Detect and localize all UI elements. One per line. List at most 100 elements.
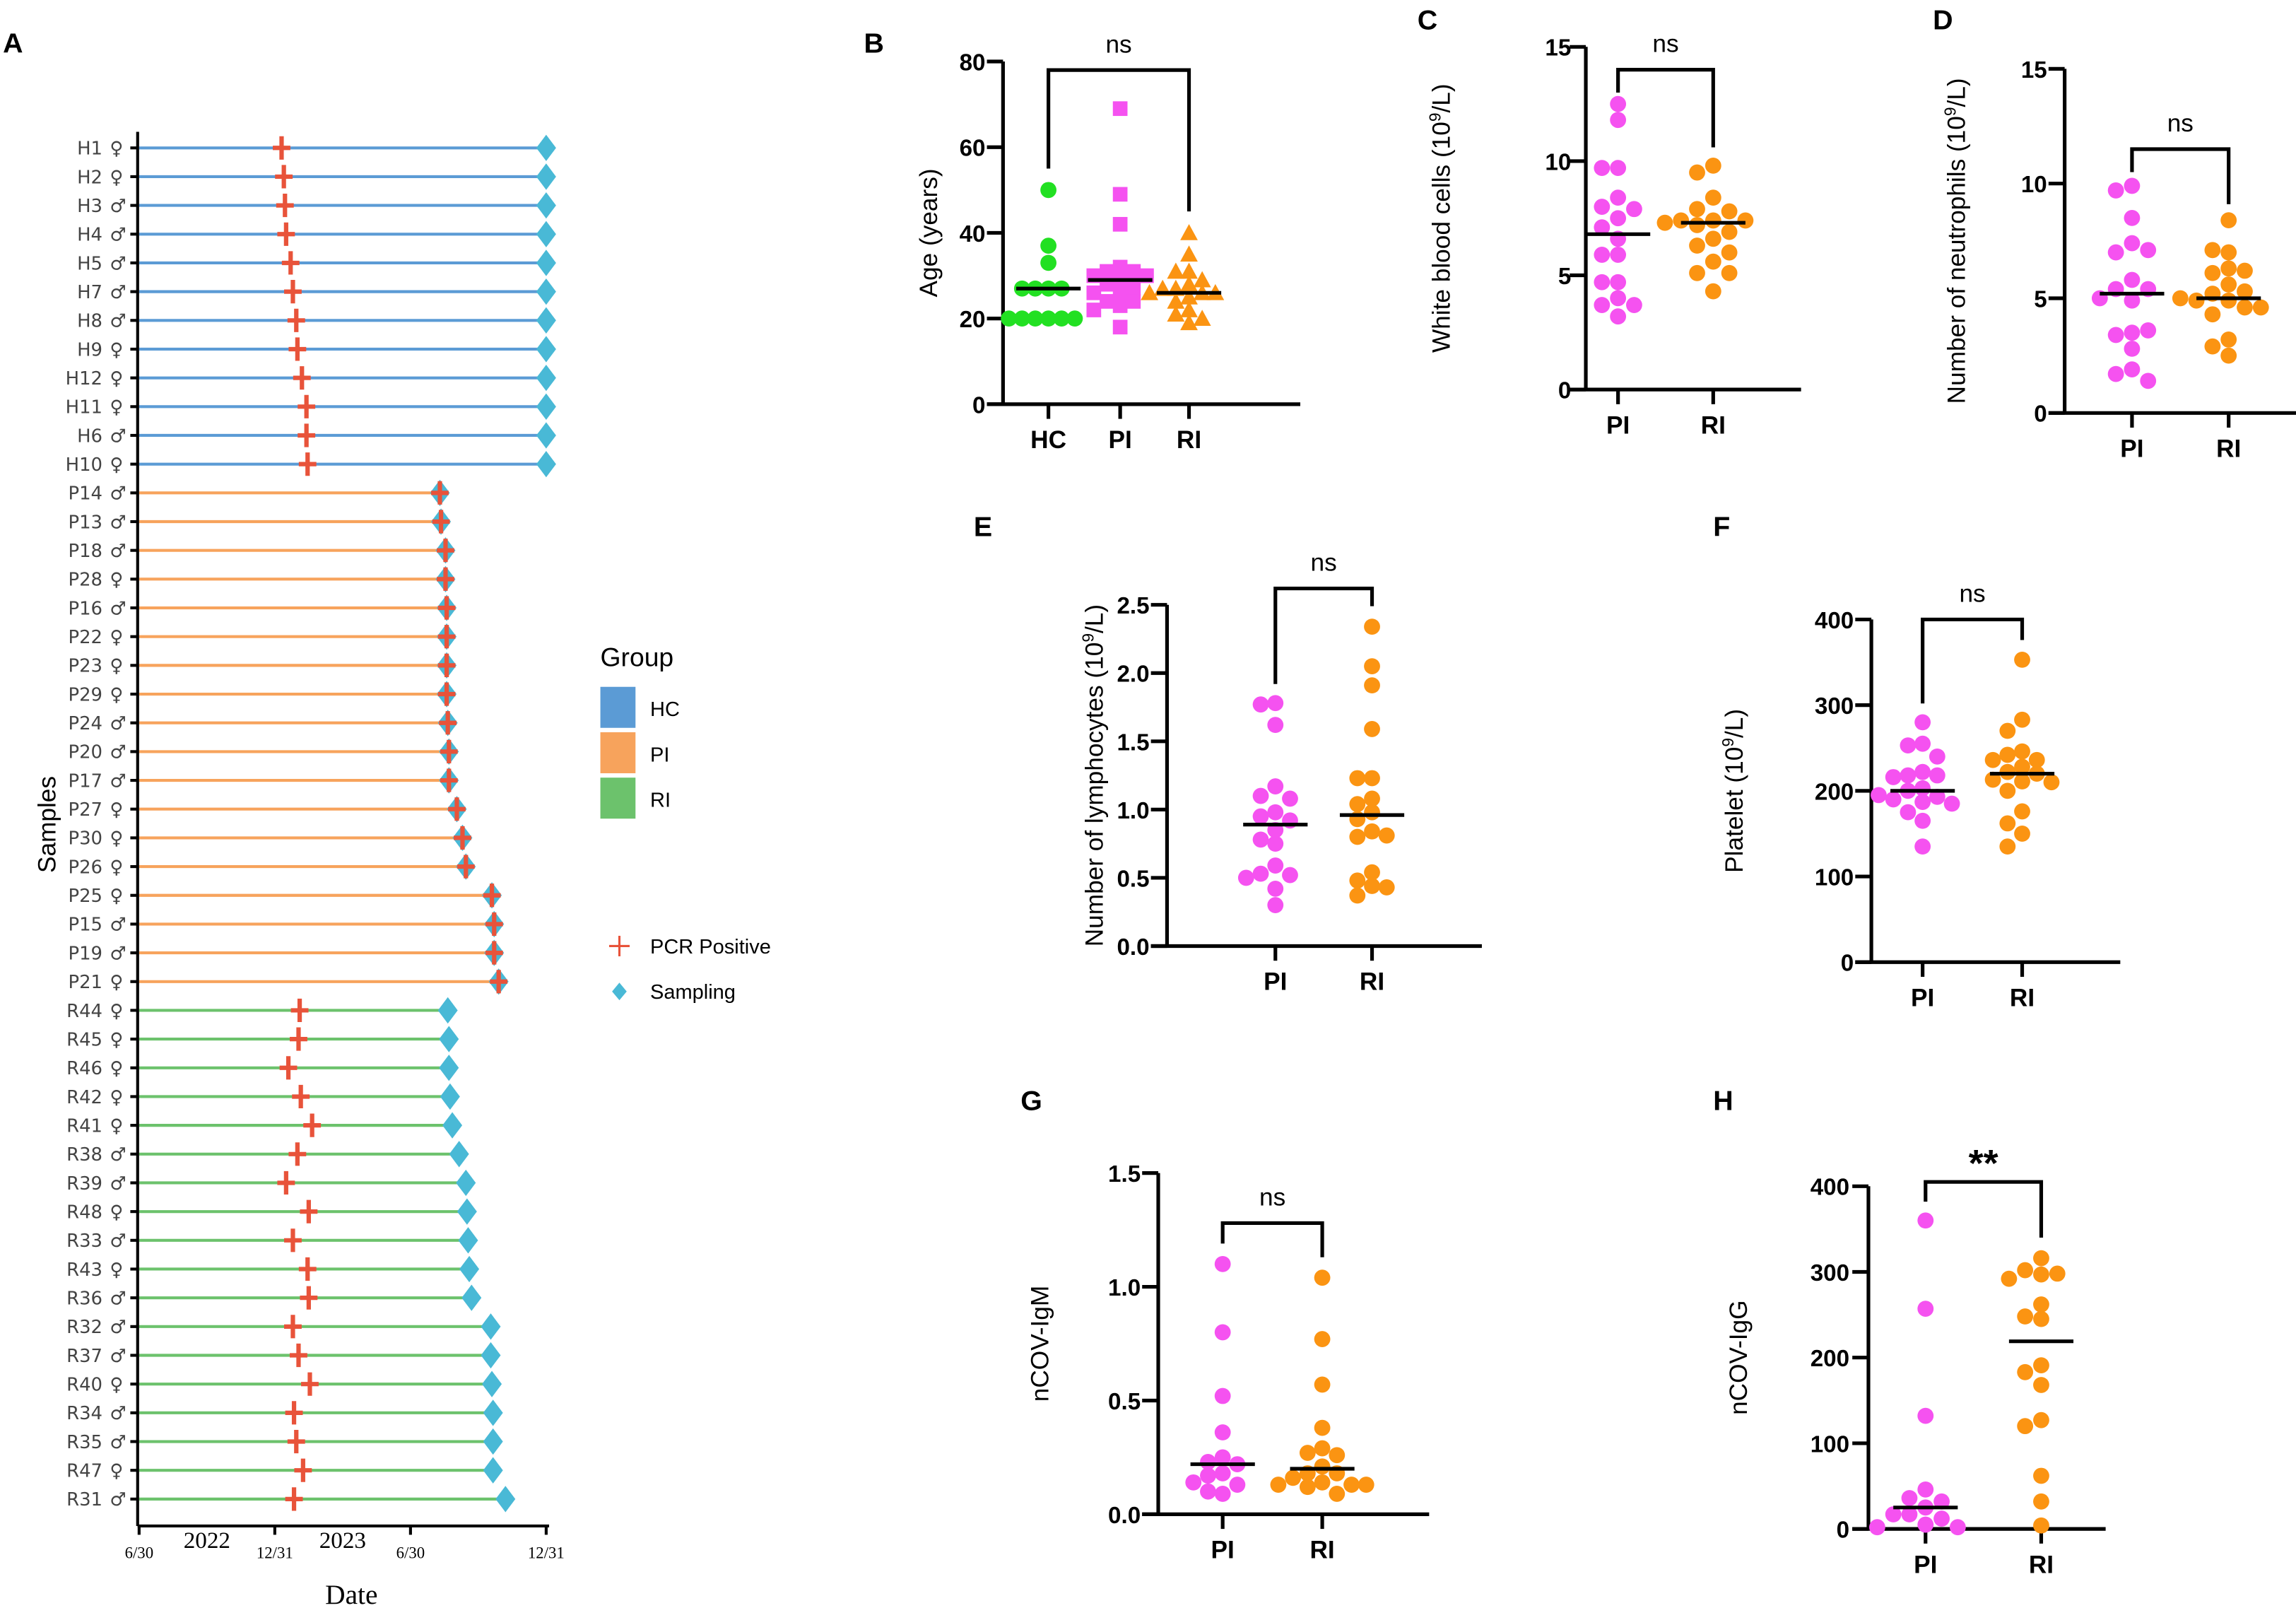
data-point — [2220, 260, 2237, 277]
panel-letter-g: G — [1020, 1086, 1042, 1117]
series-pi — [1868, 1212, 1966, 1536]
data-point — [1112, 319, 1128, 335]
data-point — [1040, 237, 1056, 254]
sampling-marker — [536, 163, 556, 190]
data-point — [1314, 1474, 1331, 1491]
significance-bracket — [1924, 1180, 2044, 1238]
sample-id-label: R45 — [66, 1029, 102, 1050]
series-pi — [1871, 714, 1960, 855]
significance-label: ns — [1311, 549, 1337, 577]
y-axis-title-end: /L) — [1081, 604, 1108, 633]
sample-id-label: H1 — [77, 139, 102, 160]
data-point — [2172, 290, 2189, 307]
pcr-positive-marker — [273, 136, 290, 160]
timeline-row: P18 ♂ — [68, 537, 456, 564]
sample-sex-icon: ♂ — [110, 541, 126, 562]
data-point — [1299, 1479, 1316, 1496]
sample-id-label: P23 — [68, 656, 102, 677]
data-point — [1933, 1510, 1950, 1527]
data-point — [1689, 164, 1705, 181]
sample-sex-icon: ♀ — [110, 857, 123, 878]
sample-sex-icon: ♀ — [110, 684, 123, 705]
data-point — [2033, 1517, 2049, 1534]
data-point — [2001, 1270, 2018, 1287]
y-axis-title: Number of lymphocytes (109/L) — [1078, 604, 1108, 946]
timeline-row: P23 ♀ — [68, 652, 457, 679]
data-point — [1214, 1255, 1231, 1272]
sample-id-label: P27 — [68, 799, 102, 821]
data-point — [1933, 1493, 1950, 1510]
significance-label: ** — [1969, 1142, 1998, 1185]
timeline-row: P26 ♀ — [68, 853, 476, 880]
sample-sex-icon: ♂ — [110, 483, 126, 505]
sample-sex-icon: ♀ — [110, 339, 123, 360]
data-point — [1252, 831, 1269, 848]
data-point — [1167, 292, 1185, 309]
pcr-positive-marker — [290, 1027, 307, 1051]
y-axis-title: Age (years) — [915, 168, 943, 297]
sample-id-label: P14 — [68, 483, 102, 505]
data-point — [1299, 1445, 1316, 1461]
pcr-positive-marker — [276, 194, 294, 218]
significance-bracket — [1047, 68, 1191, 212]
timeline-row: H12 ♀ — [66, 364, 556, 392]
timeline-row: R46 ♀ — [66, 1055, 459, 1081]
data-point — [2014, 758, 2030, 775]
y-tick-label: 400 — [1811, 1175, 1849, 1201]
year-label: 2022 — [184, 1527, 230, 1554]
pcr-positive-marker — [298, 1257, 317, 1281]
series-pi — [2091, 177, 2165, 389]
y-axis-title: nCOV-IgG — [1725, 1300, 1753, 1414]
sample-sex-icon: ♀ — [110, 1087, 123, 1108]
data-point — [1705, 189, 1721, 206]
sample-sex-icon: ♂ — [110, 426, 126, 447]
timeline-row: P14 ♂ — [68, 479, 450, 506]
data-point — [1285, 1469, 1302, 1486]
data-point — [1914, 714, 1931, 731]
data-point — [1112, 101, 1128, 117]
panel-e-lymphocytes-chart: 0.0 0.5 1.0 1.5 2.0 2.5 PI RI Number of lymphocy… — [1078, 549, 1482, 996]
timeline-row: H3 ♂ — [77, 192, 556, 219]
data-point — [1364, 677, 1380, 694]
data-point — [1180, 275, 1198, 292]
sampling-marker — [536, 364, 556, 392]
data-point — [1027, 310, 1044, 327]
pcr-positive-marker — [439, 711, 457, 735]
y-axis-title-end: /L) — [1721, 709, 1748, 738]
timeline-row: H6 ♂ — [77, 422, 556, 449]
data-point — [1180, 245, 1198, 262]
sample-sex-icon: ♀ — [110, 656, 123, 677]
sample-id-label: P18 — [68, 541, 102, 562]
data-point — [1364, 618, 1380, 635]
y-axis-title-main: Platelet (10 — [1721, 747, 1748, 873]
data-point — [1112, 216, 1128, 232]
significance-label: ns — [1652, 30, 1678, 58]
y-tick-label: 0.5 — [1117, 866, 1149, 892]
pcr-positive-marker — [300, 1199, 318, 1223]
y-tick-label: 80 — [960, 49, 986, 76]
sample-sex-icon: ♂ — [110, 713, 126, 734]
data-point — [2124, 235, 2141, 252]
pcr-positive-marker — [281, 251, 300, 275]
pcr-positive-marker — [437, 567, 454, 591]
timeline-row: H10 ♀ — [66, 451, 556, 478]
data-point — [1900, 737, 1917, 754]
data-point — [1999, 782, 2016, 799]
significance-bracket — [1616, 68, 1715, 148]
sample-id-label: H7 — [77, 282, 102, 303]
pcr-positive-marker — [284, 1315, 302, 1339]
sampling-marker — [440, 1083, 460, 1110]
timeline-row: R48 ♀ — [66, 1198, 477, 1225]
data-point — [2220, 276, 2237, 293]
timeline-row: H5 ♂ — [77, 250, 556, 276]
sample-sex-icon: ♀ — [110, 397, 123, 418]
y-axis-title: Number of neutrophils (109/L) — [1941, 78, 1971, 404]
x-tick-label: PI — [1606, 411, 1630, 439]
data-point — [1984, 751, 2001, 768]
data-point — [1689, 217, 1705, 233]
pcr-positive-marker — [285, 1401, 303, 1425]
data-point — [1721, 223, 1738, 240]
data-point — [2124, 209, 2141, 226]
sampling-marker — [437, 997, 458, 1024]
data-point — [2033, 1357, 2049, 1374]
